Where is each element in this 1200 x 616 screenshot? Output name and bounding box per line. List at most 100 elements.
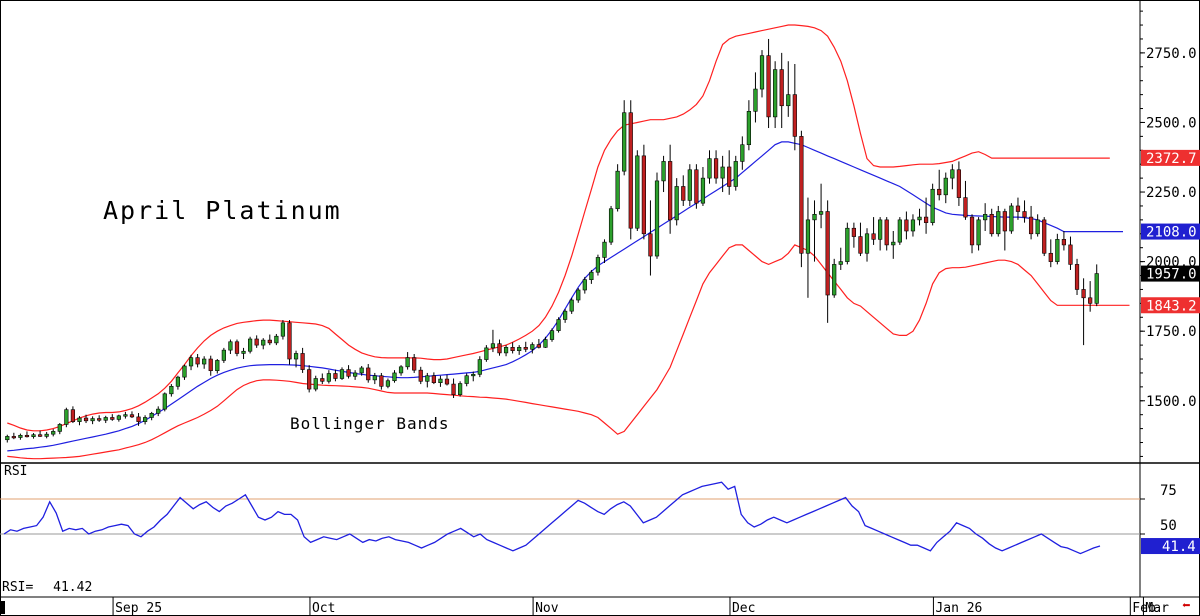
corner-marker: [0, 601, 5, 614]
candle-up: [202, 358, 207, 365]
candle-down: [307, 369, 312, 390]
candle-up: [248, 338, 253, 352]
candle-up: [175, 376, 181, 387]
candle-down: [1015, 205, 1021, 212]
candle-down: [510, 347, 515, 351]
candle-down: [431, 375, 436, 383]
rsi-reading-value: 41.42: [53, 580, 93, 595]
candle-down: [497, 343, 502, 354]
candle-up: [326, 373, 331, 382]
price-tag-last: [1141, 265, 1200, 282]
candle-up: [353, 372, 358, 377]
candle-down: [779, 69, 784, 107]
candle-down: [208, 358, 213, 372]
candle-down: [536, 344, 541, 348]
candle-up: [812, 214, 817, 221]
rsi-panel-title: RSI: [4, 464, 28, 479]
candle-up: [339, 369, 345, 379]
rsi-reading-label: RSI=: [2, 580, 34, 595]
candle-down: [418, 369, 423, 382]
candle-down: [110, 417, 115, 420]
candle-up: [864, 233, 870, 254]
candle-down: [799, 136, 804, 254]
candle-down: [11, 436, 16, 439]
candle-down: [727, 166, 732, 187]
candle-down: [937, 188, 942, 196]
candle-up: [169, 385, 174, 395]
candle-up: [313, 378, 318, 390]
candle-up: [582, 279, 587, 291]
candle-up: [156, 408, 161, 414]
candle-down: [694, 169, 699, 204]
candle-down: [129, 414, 135, 418]
candle-down: [963, 197, 968, 218]
candle-up: [1094, 273, 1099, 304]
candle-down: [648, 233, 653, 257]
candle-up: [490, 343, 496, 349]
candle-up: [398, 366, 404, 374]
candle-up: [517, 347, 522, 351]
candle-up: [608, 208, 614, 243]
candle-down: [1022, 211, 1027, 218]
bollinger-bands-label: Bollinger Bands: [290, 414, 450, 433]
candle-up: [103, 417, 108, 421]
candle-up: [595, 257, 601, 273]
candle-down: [379, 375, 384, 387]
date-tick-label: Jan 26: [935, 601, 982, 616]
candle-up: [910, 219, 916, 232]
rsi-last-tag: [1141, 538, 1200, 555]
candle-up: [707, 158, 712, 179]
candle-up: [372, 375, 377, 381]
candle-up: [930, 188, 935, 223]
chart-title: April Platinum: [103, 196, 342, 225]
candle-up: [57, 424, 62, 432]
candle-up: [188, 357, 194, 367]
middle-bollinger-band: [7, 141, 1123, 452]
candle-down: [300, 353, 305, 370]
candle-down: [451, 383, 456, 395]
candle-down: [1081, 289, 1086, 299]
candle-up: [622, 112, 627, 172]
candle-down: [287, 322, 292, 360]
candle-up: [687, 169, 692, 201]
candle-up: [228, 341, 233, 351]
price-tick-label: 2750.0: [1146, 46, 1197, 62]
candle-down: [969, 216, 975, 246]
candle-up: [891, 241, 896, 246]
candle-up: [654, 180, 660, 257]
candle-down: [641, 155, 646, 235]
candle-up: [425, 375, 430, 382]
candle-up: [759, 55, 765, 90]
candle-up: [635, 155, 640, 229]
candle-down: [713, 158, 719, 179]
candle-down: [628, 112, 633, 229]
candle-up: [261, 339, 266, 346]
candle-down: [904, 219, 909, 232]
candle-up: [530, 344, 535, 350]
candle-up: [142, 417, 148, 422]
rsi-tick-label: 50: [1160, 518, 1177, 534]
candle-up: [818, 211, 824, 215]
candle-up: [1035, 219, 1040, 235]
candle-down: [333, 373, 338, 379]
candle-down: [523, 347, 528, 350]
candle-up: [746, 111, 751, 146]
candle-down: [668, 161, 673, 221]
candle-up: [805, 219, 811, 254]
candle-down: [366, 367, 371, 381]
candle-up: [123, 414, 128, 417]
candle-down: [444, 378, 450, 385]
candle-up: [31, 434, 36, 437]
scroll-left-arrow-icon[interactable]: ⬅: [1182, 598, 1191, 614]
candle-up: [471, 374, 476, 377]
candle-up: [293, 353, 299, 360]
candle-up: [897, 219, 902, 243]
candle-down: [956, 169, 962, 198]
candle-up: [773, 69, 778, 118]
candle-up: [149, 412, 154, 418]
candle-down: [254, 338, 259, 346]
candle-up: [162, 393, 167, 410]
candle-up: [405, 357, 410, 368]
